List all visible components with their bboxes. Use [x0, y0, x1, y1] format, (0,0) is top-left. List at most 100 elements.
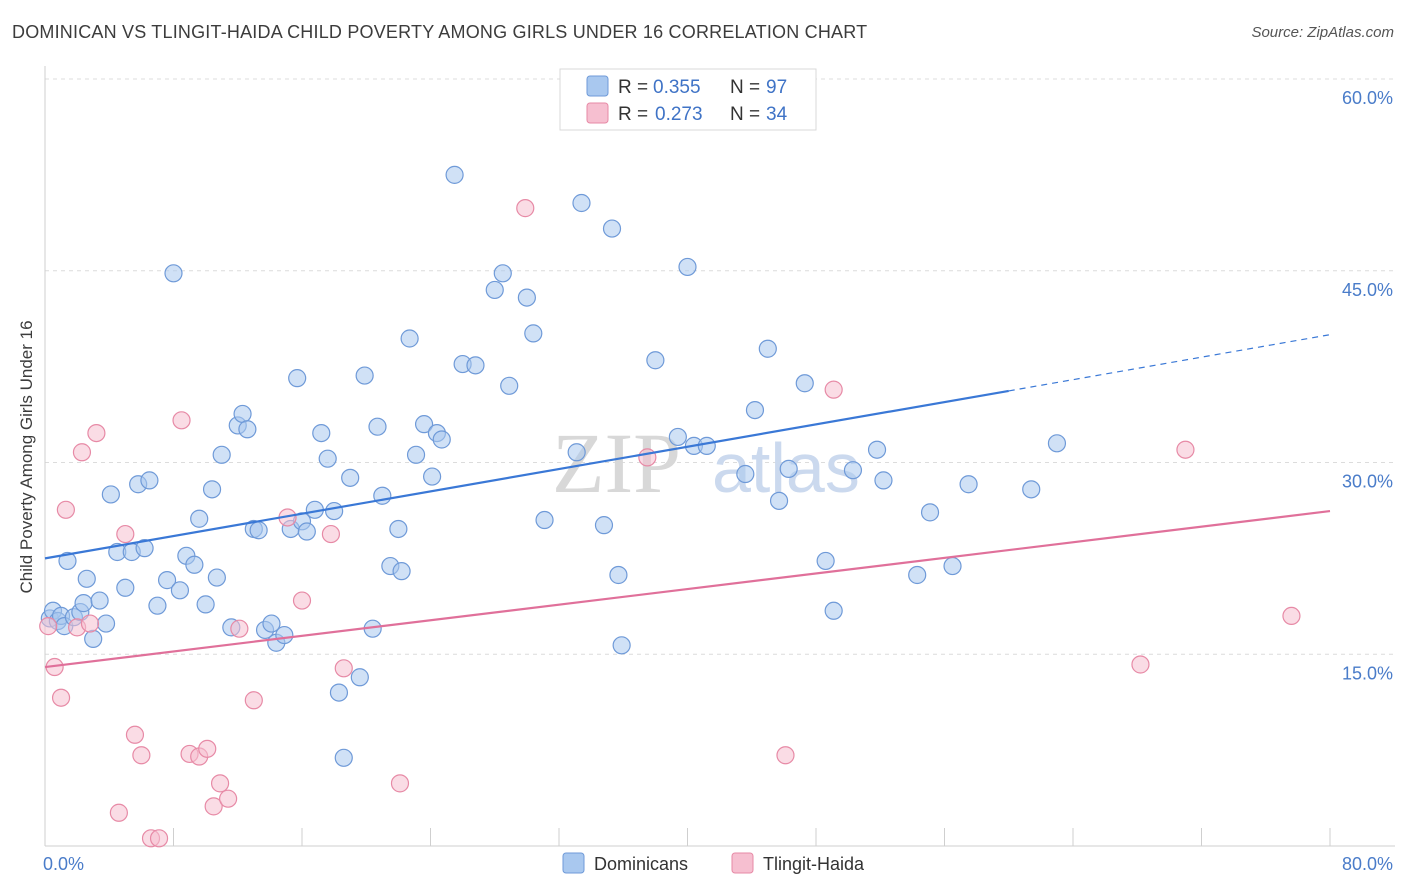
- x-tick-label: 80.0%: [1342, 854, 1393, 874]
- point-tlingit-haida: [204, 797, 223, 816]
- point-dominicans: [157, 571, 177, 590]
- point-tlingit-haida: [824, 380, 843, 399]
- point-dominicans: [202, 480, 222, 499]
- point-dominicans: [745, 400, 765, 420]
- point-dominicans: [524, 324, 543, 343]
- point-dominicans: [140, 471, 159, 490]
- y-tick-label: 60.0%: [1342, 88, 1393, 108]
- point-dominicans: [392, 562, 411, 581]
- legend-swatch-dominicans: [586, 75, 609, 97]
- point-dominicans: [843, 461, 863, 480]
- point-tlingit-haida: [776, 746, 795, 765]
- x-tick-label: 0.0%: [43, 854, 84, 874]
- data-points: [39, 165, 1301, 848]
- point-tlingit-haida: [1131, 655, 1150, 674]
- point-tlingit-haida: [321, 524, 341, 544]
- point-dominicans: [943, 556, 962, 576]
- watermark-zip: ZIP: [552, 415, 681, 511]
- point-tlingit-haida: [1176, 440, 1195, 459]
- point-dominicans: [795, 374, 814, 393]
- y-axis-label: Child Poverty Among Girls Under 16: [17, 320, 36, 593]
- point-tlingit-haida: [116, 524, 135, 544]
- point-dominicans: [445, 165, 464, 184]
- point-dominicans: [389, 519, 408, 539]
- point-dominicans: [341, 468, 360, 487]
- point-dominicans: [678, 257, 697, 277]
- point-tlingit-haida: [72, 443, 92, 462]
- point-dominicans: [517, 288, 536, 307]
- y-tick-label: 45.0%: [1342, 280, 1393, 300]
- legend-n-value: 97: [766, 77, 787, 98]
- point-dominicans: [908, 565, 927, 585]
- trend-lines: [44, 334, 1331, 669]
- y-tick-labels: 15.0% 30.0% 45.0% 60.0%: [1342, 88, 1393, 683]
- point-dominicans: [74, 594, 93, 613]
- point-dominicans: [493, 264, 512, 283]
- point-dominicans: [500, 376, 519, 395]
- y-tick-label: 30.0%: [1342, 472, 1393, 492]
- point-dominicans: [406, 445, 426, 464]
- point-dominicans: [96, 614, 116, 633]
- point-dominicans: [233, 404, 252, 424]
- bottom-legend-swatch-dominicans: [562, 852, 585, 874]
- point-dominicans: [609, 565, 628, 585]
- point-tlingit-haida: [39, 617, 58, 636]
- point-tlingit-haida: [56, 500, 75, 519]
- point-dominicans: [312, 423, 331, 443]
- point-dominicans: [816, 551, 835, 571]
- point-tlingit-haida: [1282, 606, 1301, 626]
- legend-r-label: R =: [618, 77, 648, 98]
- point-dominicans: [1022, 480, 1041, 499]
- point-dominicans: [77, 569, 96, 588]
- legend-n-label: N =: [730, 104, 760, 125]
- grid-lines: [45, 78, 1395, 655]
- point-dominicans: [400, 329, 419, 348]
- point-tlingit-haida: [244, 691, 263, 710]
- point-dominicans: [874, 471, 893, 490]
- point-tlingit-haida: [219, 789, 238, 808]
- point-tlingit-haida: [149, 829, 169, 848]
- point-dominicans: [697, 436, 716, 455]
- point-dominicans: [58, 551, 77, 571]
- point-dominicans: [84, 629, 103, 649]
- point-dominicans: [668, 427, 687, 447]
- point-tlingit-haida: [516, 199, 535, 218]
- point-dominicans: [368, 417, 387, 436]
- legend-swatch-tlingit-haida: [586, 102, 609, 124]
- point-dominicans: [535, 510, 554, 530]
- point-tlingit-haida: [334, 659, 353, 678]
- point-dominicans: [432, 430, 451, 449]
- point-tlingit-haida: [172, 411, 191, 430]
- point-dominicans: [959, 475, 978, 494]
- bottom-legend-tlingit-haida: Tlingit-Haida: [763, 854, 865, 874]
- point-dominicans: [867, 440, 887, 459]
- point-tlingit-haida: [198, 739, 217, 758]
- point-dominicans: [275, 625, 294, 645]
- point-dominicans: [769, 491, 789, 510]
- point-tlingit-haida: [51, 688, 71, 707]
- point-dominicans: [238, 420, 257, 439]
- point-tlingit-haida: [292, 591, 312, 610]
- point-dominicans: [148, 596, 167, 615]
- point-dominicans: [207, 568, 226, 587]
- legend-box: R = 0.355 N = 97 R = 0.273 N = 34: [559, 68, 817, 131]
- point-dominicans: [212, 445, 231, 464]
- point-tlingit-haida: [132, 746, 151, 765]
- point-dominicans: [249, 521, 268, 540]
- trend-line-dominicans: [44, 389, 1009, 560]
- bottom-legend: Dominicans Tlingit-Haida: [562, 852, 865, 874]
- legend-n-label: N =: [730, 77, 760, 98]
- point-dominicans: [297, 522, 316, 541]
- legend-r-label: R =: [618, 104, 648, 125]
- point-dominicans: [190, 509, 209, 528]
- point-dominicans: [602, 219, 622, 238]
- legend-r-value: 0.273: [655, 104, 703, 125]
- point-dominicans: [414, 415, 434, 434]
- watermark: ZIP atlas: [552, 415, 860, 511]
- point-dominicans: [288, 369, 307, 388]
- point-dominicans: [758, 339, 777, 358]
- point-dominicans: [170, 581, 190, 600]
- point-dominicans: [325, 501, 344, 521]
- point-dominicans: [116, 578, 135, 597]
